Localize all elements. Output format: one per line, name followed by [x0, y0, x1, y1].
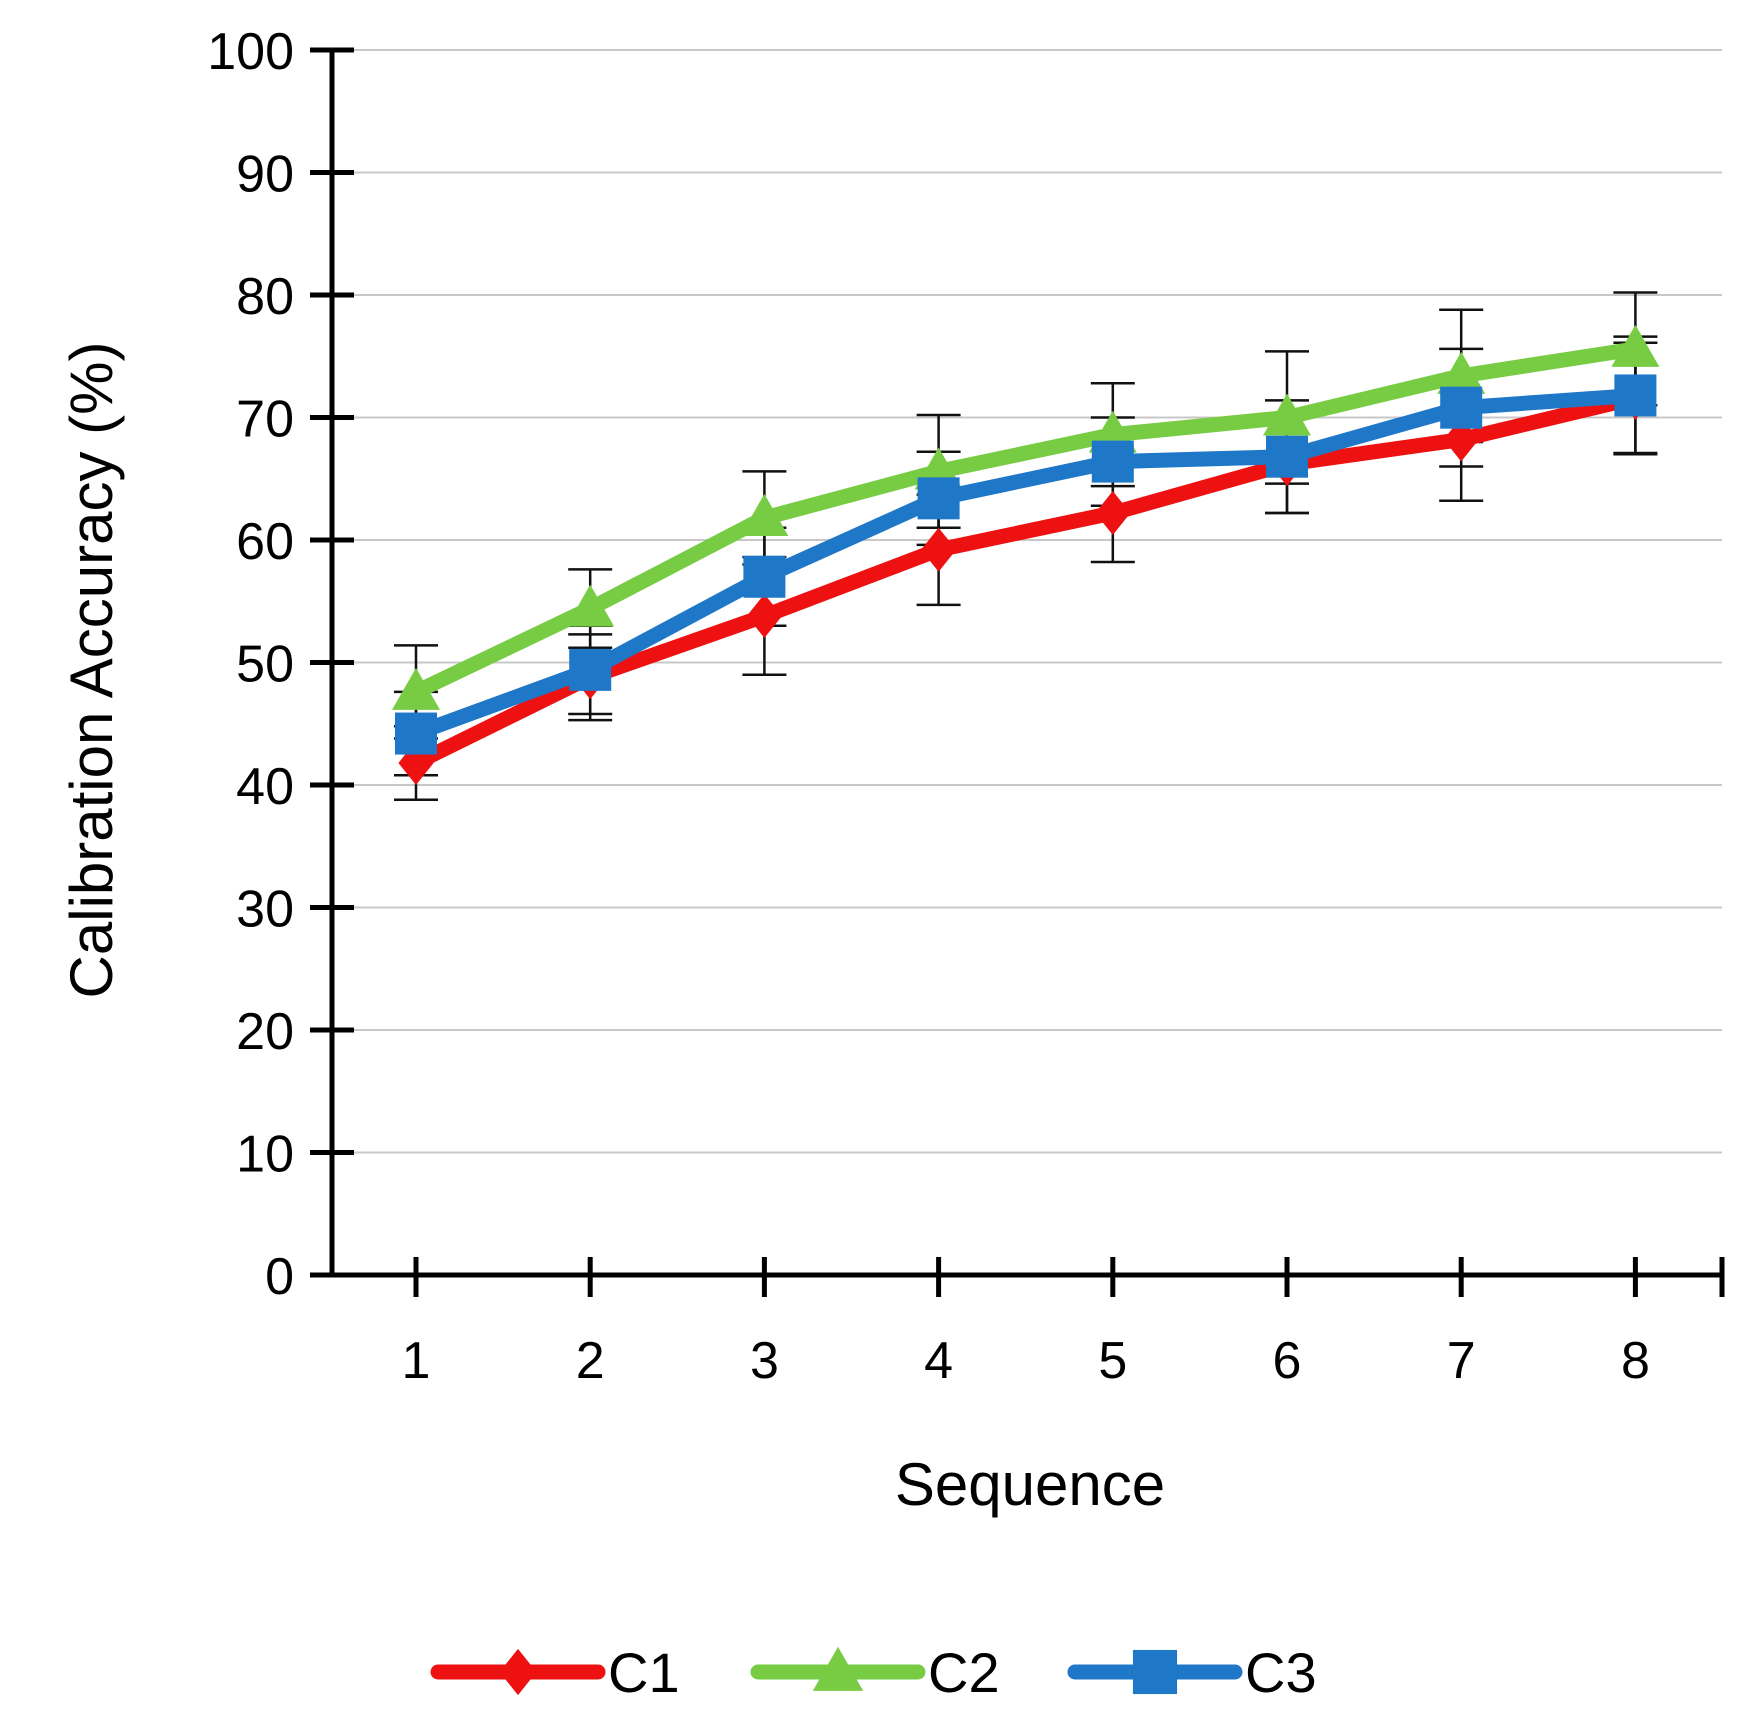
series-lines [392, 324, 1660, 785]
x-tick-label-8: 8 [1621, 1332, 1650, 1390]
x-tick-label-1: 1 [402, 1332, 431, 1390]
legend-label-c2: C2 [928, 1641, 1000, 1704]
legend-item-c3: C3 [1067, 1641, 1317, 1704]
point-c2-3 [740, 493, 789, 536]
x-tick-label-3: 3 [750, 1332, 779, 1390]
y-tick-label-40: 40 [236, 758, 294, 816]
legend-marker-c3 [1132, 1649, 1178, 1695]
point-c1-5 [1095, 491, 1131, 536]
point-c2-8 [1611, 324, 1660, 367]
point-c2-7 [1437, 351, 1486, 394]
y-tick-label-10: 10 [236, 1126, 294, 1184]
legend-item-c1: C1 [430, 1641, 680, 1704]
series-line-c3 [408, 387, 1643, 742]
y-tick-label-100: 100 [207, 23, 294, 81]
tick-labels: 0 10 20 30 40 50 60 70 80 90 100 1 2 3 4 5 6 7 8 [207, 23, 1650, 1390]
legend-marker-c2 [812, 1646, 864, 1691]
series-line-c2 [408, 341, 1643, 700]
point-c3-7 [1440, 386, 1483, 429]
legend-item-c2: C2 [750, 1641, 1000, 1704]
series-line-c1 [408, 390, 1643, 771]
legend-label-c1: C1 [608, 1641, 680, 1704]
point-c3-2 [569, 648, 612, 691]
y-tick-label-70: 70 [236, 391, 294, 449]
point-c3-1 [395, 712, 437, 755]
x-axis-title: Sequence [895, 1451, 1165, 1518]
x-tick-label-5: 5 [1098, 1332, 1127, 1390]
legend-label-c3: C3 [1245, 1641, 1317, 1704]
y-tick-label-80: 80 [236, 268, 294, 326]
point-c2-2 [566, 584, 615, 627]
x-tick-label-6: 6 [1273, 1332, 1302, 1390]
y-tick-label-30: 30 [236, 881, 294, 939]
point-c3-8 [1614, 374, 1657, 417]
gridlines [332, 49, 1722, 1154]
legend-marker-c1 [499, 1648, 537, 1696]
legend: C1 C2 C3 [430, 1641, 1317, 1704]
point-c3-3 [743, 555, 786, 598]
axes [310, 47, 1725, 1297]
y-tick-label-20: 20 [236, 1003, 294, 1061]
x-tick-label-2: 2 [576, 1332, 605, 1390]
point-c1-3 [746, 593, 782, 638]
x-tick-label-4: 4 [924, 1332, 953, 1390]
point-c2-6 [1263, 393, 1311, 436]
y-tick-label-0: 0 [265, 1248, 294, 1306]
point-c3-4 [917, 477, 960, 520]
y-tick-label-90: 90 [236, 146, 294, 204]
point-c2-1 [392, 667, 440, 710]
point-c1-4 [921, 527, 957, 572]
y-axis-title: Calibration Accuracy (%) [58, 342, 125, 999]
point-c3-6 [1266, 435, 1308, 478]
y-tick-label-60: 60 [236, 513, 294, 571]
x-tick-label-7: 7 [1447, 1332, 1476, 1390]
point-c3-5 [1091, 440, 1134, 483]
y-tick-label-50: 50 [236, 636, 294, 694]
